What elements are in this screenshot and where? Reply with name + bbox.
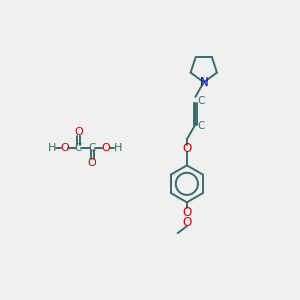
Text: O: O bbox=[182, 216, 191, 229]
Text: O: O bbox=[182, 142, 191, 155]
Text: C: C bbox=[197, 121, 204, 131]
Text: C: C bbox=[88, 143, 96, 153]
Text: O: O bbox=[60, 143, 69, 153]
Text: H: H bbox=[114, 143, 122, 153]
Text: O: O bbox=[74, 127, 83, 137]
Text: N: N bbox=[200, 76, 208, 89]
Text: H: H bbox=[48, 143, 56, 153]
Text: O: O bbox=[88, 158, 97, 168]
Text: O: O bbox=[182, 206, 191, 219]
Text: C: C bbox=[75, 143, 82, 153]
Text: O: O bbox=[102, 143, 110, 153]
Text: C: C bbox=[197, 97, 204, 106]
